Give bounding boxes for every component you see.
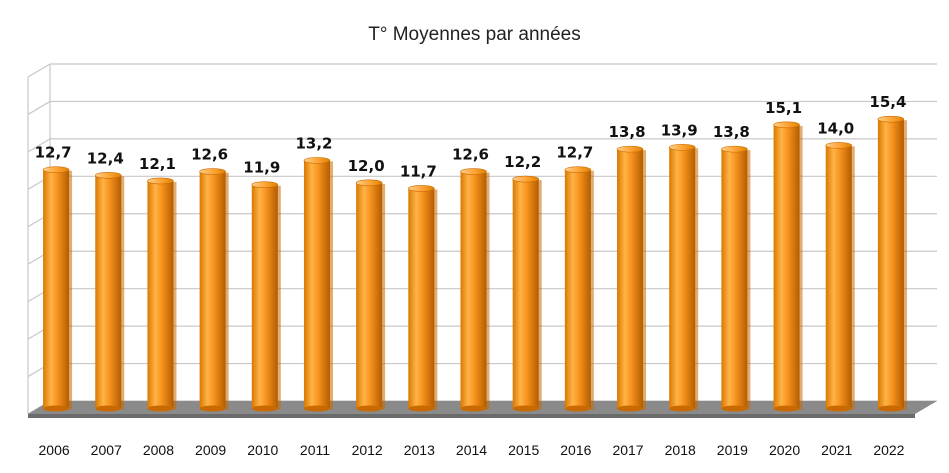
bar [303,157,333,412]
bar [199,168,229,412]
data-label: 12,0 [348,157,385,175]
bar [94,172,125,412]
x-tick-label: 2012 [352,442,383,458]
x-tick-label: 2010 [247,442,278,458]
bar [147,177,177,412]
data-label: 12,6 [452,146,489,164]
x-tick-label: 2011 [300,442,330,458]
bar [251,181,281,412]
floor-front [28,414,915,418]
gridline-side [27,100,51,115]
data-label: 11,9 [243,159,280,177]
data-label: 12,6 [191,146,228,164]
x-tick-label: 2015 [508,442,539,458]
x-tick-label: 2016 [560,442,591,458]
data-label: 12,1 [139,155,176,173]
bar [825,142,855,412]
data-label: 12,4 [87,149,124,167]
bar [877,115,907,412]
x-tick-label: 2013 [404,442,435,458]
x-tick-label: 2017 [612,442,643,458]
x-tick-label: 2014 [456,442,487,458]
bar [512,175,542,412]
gridline-side [27,138,51,153]
data-label: 13,2 [295,134,332,152]
x-tick-label: 2018 [665,442,696,458]
x-tick-label: 2008 [143,442,174,458]
data-label: 12,7 [35,144,72,162]
bar [616,145,647,412]
data-label: 15,4 [869,93,906,111]
chart-title: T° Moyennes par années [368,24,581,45]
bar [721,145,751,412]
data-label: 13,8 [609,123,646,141]
x-tick-label: 2007 [91,442,122,458]
data-label: 11,7 [400,162,437,180]
x-tick-label: 2021 [821,442,852,458]
bar [42,166,73,412]
data-label: 14,0 [817,119,854,137]
data-label: 12,7 [556,144,593,162]
bars-layer [42,115,907,412]
data-label: 13,9 [661,121,698,139]
bar [564,166,594,412]
x-tick-labels-layer: 2006 2007 2008 2009 2010 2011 2012 2013 2014 2015… [39,442,905,458]
data-label: 12,2 [504,153,541,171]
bar [668,143,699,412]
data-labels-layer: 12,7 12,4 12,1 12,6 11,9 13,2 12,0 11,7 12,6 12,2… [35,93,907,180]
bar [773,121,803,412]
data-label: 13,8 [713,123,750,141]
x-tick-label: 2006 [39,442,70,458]
gridline-side [27,63,51,78]
bar [408,185,438,412]
data-label: 15,1 [765,99,802,117]
bar [460,168,490,412]
x-tick-label: 2022 [873,442,904,458]
x-tick-label: 2009 [195,442,226,458]
x-tick-label: 2020 [769,442,800,458]
x-tick-label: 2019 [717,442,748,458]
bar [355,179,386,412]
